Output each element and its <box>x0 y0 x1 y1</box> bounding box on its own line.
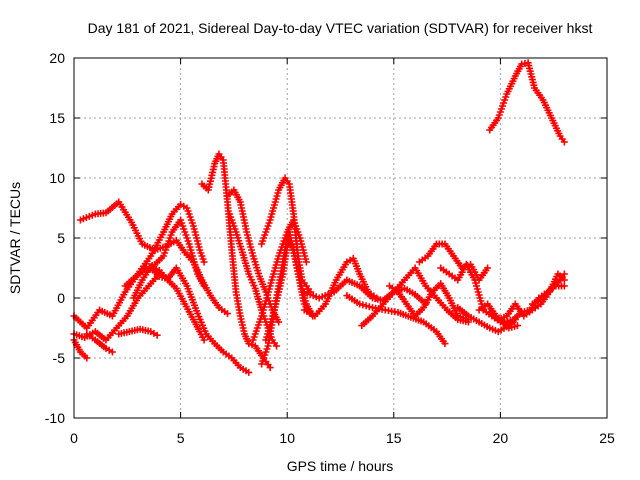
x-tick-label: 20 <box>493 430 509 446</box>
series-line <box>345 294 447 345</box>
data-point-marker <box>108 348 116 356</box>
data-point-marker <box>560 270 568 278</box>
data-point-marker <box>484 264 492 272</box>
x-tick-label: 5 <box>177 430 185 446</box>
x-tick-label: 25 <box>599 430 615 446</box>
x-tick-label: 15 <box>386 430 402 446</box>
data-point-marker <box>266 364 274 372</box>
series-line <box>79 200 229 315</box>
series-line <box>200 152 272 369</box>
series-track-u <box>386 280 472 324</box>
plus-marker <box>365 303 373 311</box>
x-axis-label: GPS time / hours <box>287 458 394 474</box>
series-track-w <box>437 260 521 332</box>
data-point-marker <box>513 322 521 330</box>
data-point-marker <box>245 368 253 376</box>
series-track-y <box>486 59 568 146</box>
data-point-marker <box>83 354 91 362</box>
plus-marker <box>248 341 256 349</box>
y-tick-label: 20 <box>49 50 65 66</box>
series-track-ab <box>528 270 568 308</box>
data-point-marker <box>200 336 208 344</box>
data-point-marker <box>224 310 232 318</box>
series-track-h <box>130 263 208 344</box>
data-point-marker <box>275 318 283 326</box>
data-point-marker <box>356 300 364 308</box>
series-track-v <box>415 240 492 284</box>
series-track-f <box>115 325 161 339</box>
y-tick-label: -5 <box>53 350 66 366</box>
plus-marker <box>359 301 367 309</box>
series-track-j <box>198 150 274 372</box>
plus-marker <box>362 302 370 310</box>
x-tick-label: 10 <box>279 430 295 446</box>
data-point-marker <box>153 331 161 339</box>
x-tick-label: 0 <box>70 430 78 446</box>
series-track-q <box>300 254 381 320</box>
chart-title: Day 181 of 2021, Sidereal Day-to-day VTE… <box>88 20 593 36</box>
series-track-g <box>121 216 208 290</box>
series-track-a <box>76 198 232 318</box>
data-point-marker <box>441 340 449 348</box>
data-point-marker <box>245 340 253 348</box>
data-point-marker <box>560 138 568 146</box>
series-track-i <box>147 264 253 376</box>
data-point-marker <box>302 258 310 266</box>
grid-layer <box>74 58 607 418</box>
data-point-marker <box>200 258 208 266</box>
series-layer <box>70 59 568 376</box>
y-tick-label: -10 <box>45 410 65 426</box>
series-track-x <box>454 304 519 336</box>
data-point-marker <box>560 282 568 290</box>
axes-layer: 0 5 10 15 20 25 -10 -5 0 5 10 15 20 <box>45 50 615 446</box>
y-tick-label: 15 <box>49 110 65 126</box>
data-point-marker <box>200 282 208 290</box>
y-axis-label: SDTVAR / TECUs <box>7 182 23 294</box>
y-tick-label: 0 <box>57 290 65 306</box>
y-tick-label: 5 <box>57 230 65 246</box>
data-point-marker <box>273 342 281 350</box>
y-tick-label: 10 <box>49 170 65 186</box>
series-track-e <box>83 330 116 356</box>
series-track-r <box>300 276 430 308</box>
series-track-s <box>343 292 449 348</box>
